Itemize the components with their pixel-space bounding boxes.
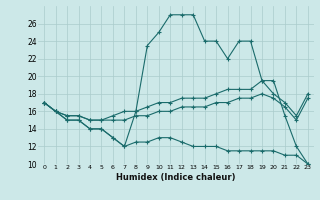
X-axis label: Humidex (Indice chaleur): Humidex (Indice chaleur) xyxy=(116,173,236,182)
